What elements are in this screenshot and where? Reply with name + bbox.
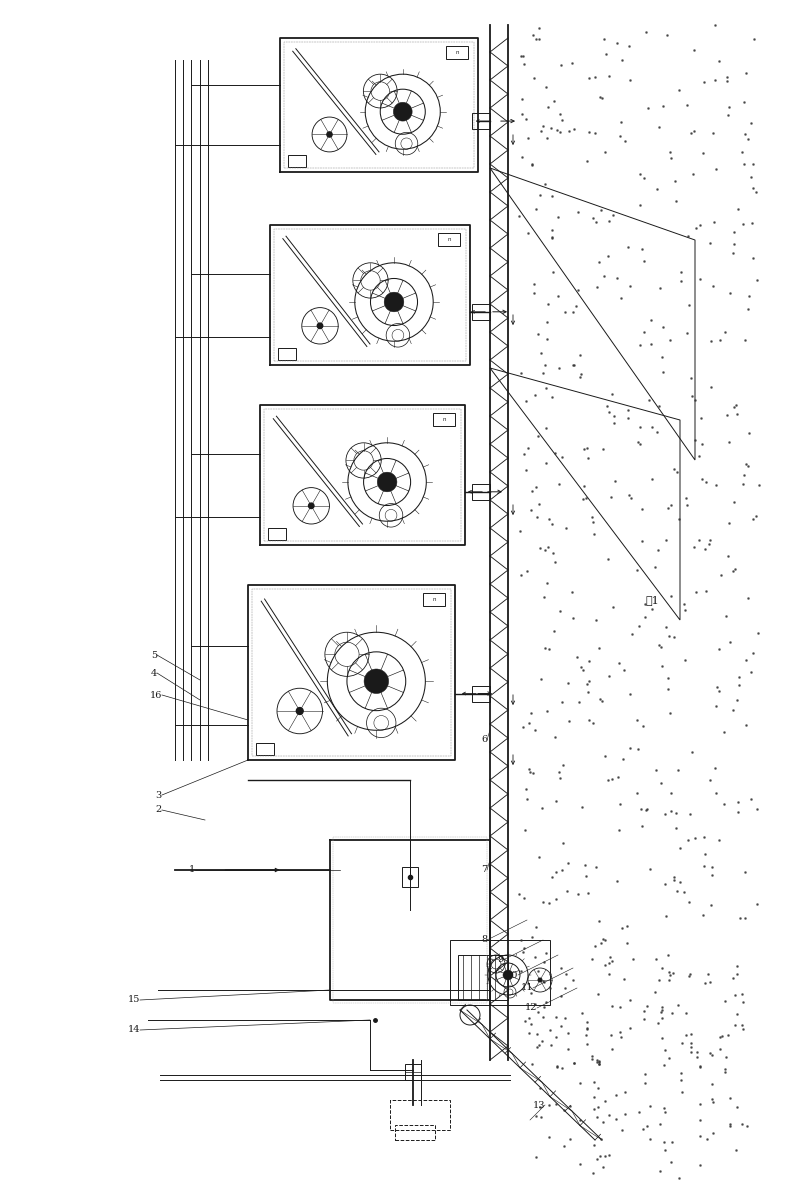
Circle shape [394,103,412,121]
Text: n: n [442,417,446,422]
Text: 4: 4 [150,669,157,677]
Text: 11: 11 [521,983,533,993]
Text: 16: 16 [150,690,162,700]
Circle shape [378,472,397,492]
Bar [472,304,490,320]
Bar [268,528,286,540]
Bar [278,348,296,361]
Bar [395,1125,435,1139]
Text: 8: 8 [481,935,487,944]
Bar [390,1100,450,1130]
Circle shape [364,669,389,694]
Text: 5: 5 [151,650,157,660]
Bar [472,483,490,500]
Text: n: n [447,238,450,242]
Text: 12: 12 [525,1004,537,1013]
Text: 7: 7 [481,865,487,875]
Circle shape [318,323,322,329]
Text: 15: 15 [128,995,140,1005]
Text: 14: 14 [127,1026,140,1034]
Text: 图1: 图1 [645,595,658,605]
Text: 13: 13 [533,1100,545,1110]
Circle shape [327,132,332,137]
Bar [256,743,274,755]
Bar [405,1064,421,1080]
Text: 9: 9 [497,955,503,965]
Circle shape [538,979,542,982]
Text: 2: 2 [156,805,162,814]
Text: 1: 1 [189,865,195,875]
Bar [288,155,306,167]
Bar [472,113,490,129]
Bar [450,940,550,1005]
Circle shape [384,292,404,312]
Bar [423,593,445,606]
Circle shape [309,504,314,508]
Circle shape [296,708,303,714]
Text: n: n [432,597,436,602]
Text: n: n [455,50,458,56]
Bar [458,955,508,1000]
Circle shape [503,970,513,980]
Bar [402,868,418,886]
Bar [433,413,455,426]
Text: 6: 6 [481,735,487,745]
Text: 3: 3 [156,791,162,799]
Bar [472,686,490,701]
Text: 10: 10 [506,970,518,980]
Bar [438,233,460,246]
Bar [446,46,468,59]
